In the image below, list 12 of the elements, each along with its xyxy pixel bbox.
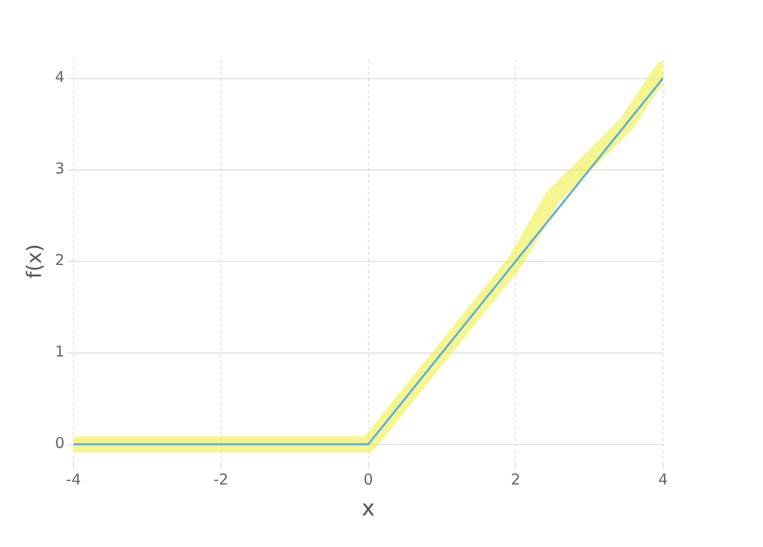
y-tick-label: 2 bbox=[54, 251, 65, 270]
x-tick-label: 2 bbox=[510, 470, 520, 488]
x-tick-label: -4 bbox=[66, 470, 82, 488]
x-tick-label: 0 bbox=[364, 470, 374, 488]
x-tick-label: -2 bbox=[213, 470, 228, 488]
y-axis-title: f(x) bbox=[22, 244, 46, 279]
x-axis-title: x bbox=[362, 496, 375, 522]
y-tick-label: 4 bbox=[54, 68, 65, 86]
y-tick-label: 1 bbox=[54, 342, 65, 361]
y-tick-label: 0 bbox=[54, 434, 65, 452]
y-tick-label: 3 bbox=[54, 160, 65, 178]
x-tick-label: 4 bbox=[658, 470, 668, 488]
